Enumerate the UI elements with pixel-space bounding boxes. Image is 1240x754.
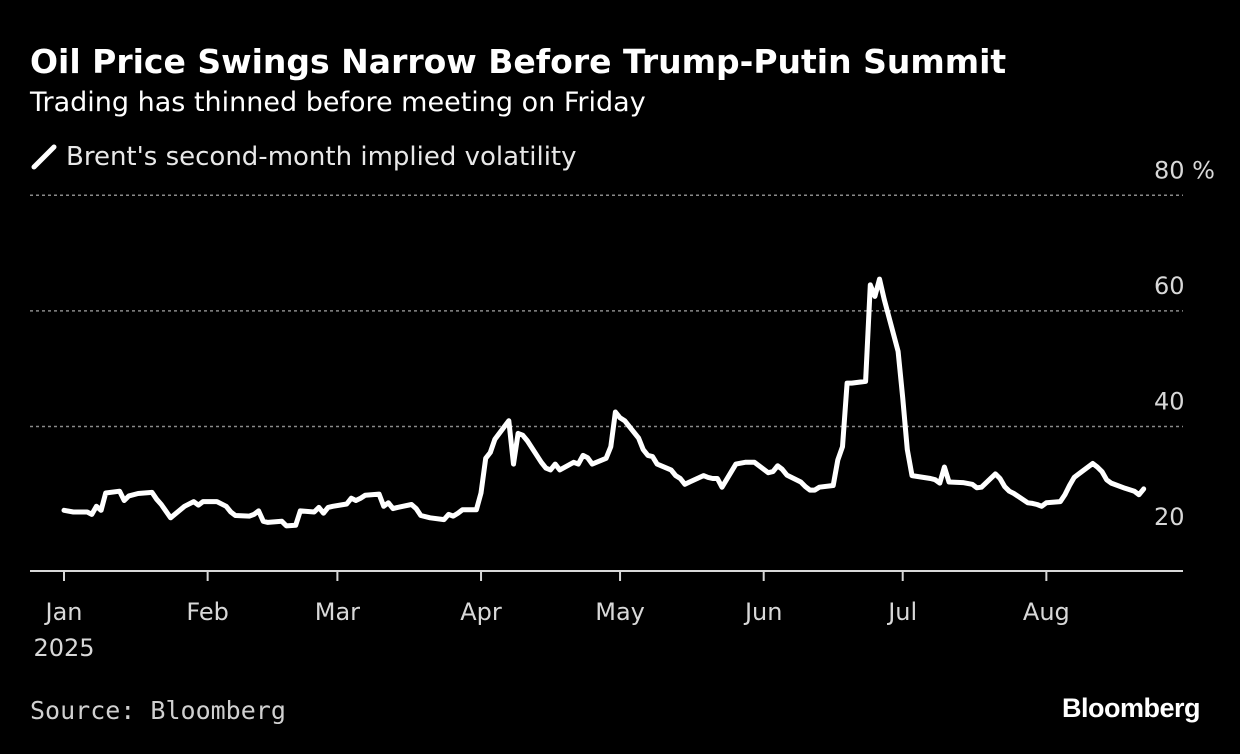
chart-subtitle: Trading has thinned before meeting on Fr…	[30, 87, 646, 118]
brand-logo: Bloomberg	[1061, 693, 1201, 723]
chart-title: Oil Price Swings Narrow Before Trump-Put…	[30, 42, 1007, 81]
legend-label: Brent's second-month implied volatility	[66, 142, 577, 172]
series-line	[61, 276, 1147, 529]
y-tick-label: 20	[1154, 503, 1185, 531]
y-tick-label: 40	[1154, 388, 1185, 416]
legend: Brent's second-month implied volatility	[30, 142, 577, 172]
x-tick-label: Aug	[1023, 598, 1070, 626]
x-tick-label: Jun	[743, 598, 783, 626]
x-tick-label: Apr	[460, 598, 502, 626]
y-tick-label: 80 %	[1154, 156, 1215, 184]
x-tick-label: Feb	[186, 598, 229, 626]
y-tick-label: 60	[1154, 272, 1185, 300]
x-tick-label: Jan	[44, 598, 83, 626]
x-tick-label: Jul	[886, 598, 917, 626]
x-tick-label: Mar	[315, 598, 360, 626]
legend-line-icon	[31, 144, 57, 170]
x-tick-label: May	[595, 598, 645, 626]
source-note: Source: Bloomberg	[30, 696, 286, 725]
x-tick-sublabel: 2025	[33, 634, 94, 662]
